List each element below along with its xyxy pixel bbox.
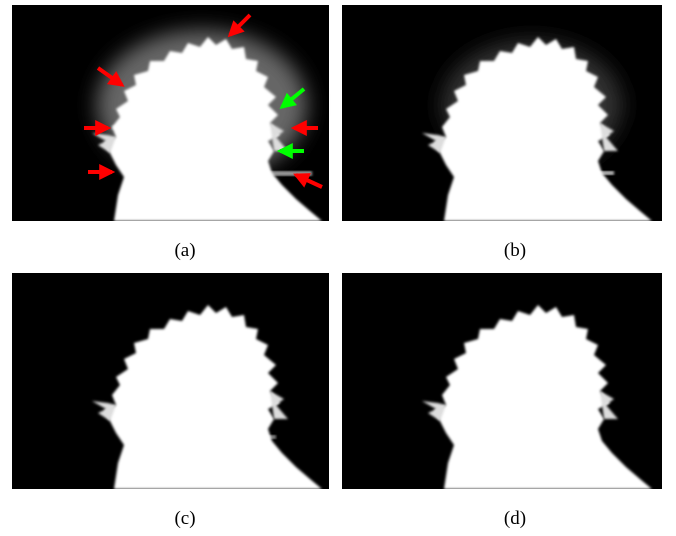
figure: (a) (b) (c) (d) — [0, 0, 676, 531]
caption: (b) — [504, 240, 526, 261]
panel-d — [342, 273, 662, 489]
caption: (c) — [174, 508, 195, 529]
panel-a — [12, 5, 329, 221]
caption: (d) — [504, 508, 526, 529]
panel-b — [342, 5, 662, 221]
panel-c — [12, 273, 329, 489]
caption: (a) — [174, 240, 195, 261]
